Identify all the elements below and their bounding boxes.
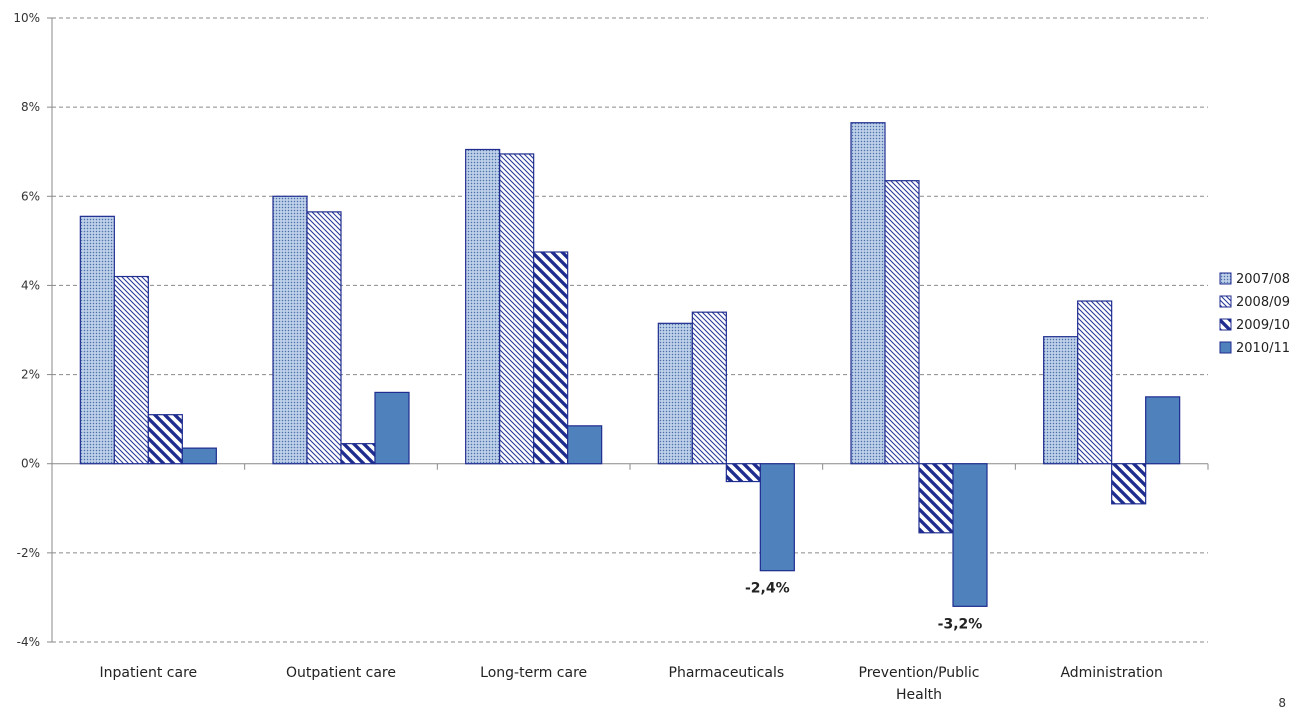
data-label: -2,4% — [745, 581, 790, 597]
bar-2007-08-5 — [850, 122, 886, 465]
bar-2008-09-5 — [884, 180, 920, 465]
x-category-label: Health — [896, 687, 942, 703]
bar-2009-10-2 — [340, 443, 376, 465]
bar-2007-08-4 — [657, 322, 693, 465]
page-number: 8 — [1278, 696, 1286, 710]
legend-label: 2007/08 — [1236, 272, 1290, 287]
y-tick-label: -4% — [17, 635, 40, 649]
bar-2008-09-3 — [499, 153, 535, 465]
y-tick-label: 4% — [21, 278, 40, 292]
legend-swatch — [1219, 341, 1232, 354]
bar-2007-08-6 — [1043, 336, 1079, 465]
legend-label: 2010/11 — [1236, 341, 1290, 356]
bar-2008-09-4 — [691, 311, 727, 465]
bar-2009-10-3 — [533, 251, 569, 465]
x-category-label: Inpatient care — [100, 665, 198, 681]
axes — [51, 18, 1209, 642]
gridlines — [47, 17, 1208, 643]
bar-2009-10-5 — [918, 463, 954, 534]
bar-2009-10-1 — [147, 414, 183, 465]
bar-2007-08-2 — [272, 195, 308, 465]
x-category-label: Administration — [1060, 665, 1162, 681]
bars — [79, 122, 1181, 607]
bar-2010-11-3 — [567, 425, 603, 465]
legend-swatch — [1219, 272, 1232, 285]
data-label: -3,2% — [938, 616, 983, 632]
legend-label: 2009/10 — [1236, 318, 1290, 333]
bar-2010-11-5 — [952, 463, 988, 607]
x-category-label: Prevention/Public — [859, 665, 980, 681]
y-tick-label: 10% — [13, 11, 40, 25]
y-tick-label: 8% — [21, 100, 40, 114]
legend-label: 2008/09 — [1236, 295, 1290, 310]
x-category-label: Pharmaceuticals — [669, 665, 785, 681]
y-tick-label: 0% — [21, 457, 40, 471]
legend-swatch — [1219, 318, 1232, 331]
bar-2010-11-4 — [759, 463, 795, 572]
y-tick-label: -2% — [17, 546, 40, 560]
labels: -4% -2% 0% 2% 4% 6% 8% 10% -2,4% -3,2% Inpatient c… — [13, 11, 1163, 703]
legend-swatch — [1219, 295, 1232, 308]
y-tick-label: 6% — [21, 189, 40, 203]
bar-2009-10-4 — [725, 463, 761, 483]
legend: 2007/08 2008/09 2009/10 2010/11 — [1219, 272, 1290, 356]
bar-2008-09-2 — [306, 211, 342, 465]
y-tick-label: 2% — [21, 368, 40, 382]
bar-2009-10-6 — [1111, 463, 1147, 505]
bar-2007-08-3 — [465, 148, 501, 465]
bar-2010-11-6 — [1145, 396, 1181, 465]
x-category-label: Long-term care — [480, 665, 587, 681]
bar-2010-11-1 — [181, 447, 217, 465]
bar-2010-11-2 — [374, 391, 410, 465]
bar-2008-09-6 — [1077, 300, 1113, 465]
bar-2007-08-1 — [79, 215, 115, 465]
x-category-label: Outpatient care — [286, 665, 396, 681]
bar-2008-09-1 — [113, 275, 149, 465]
